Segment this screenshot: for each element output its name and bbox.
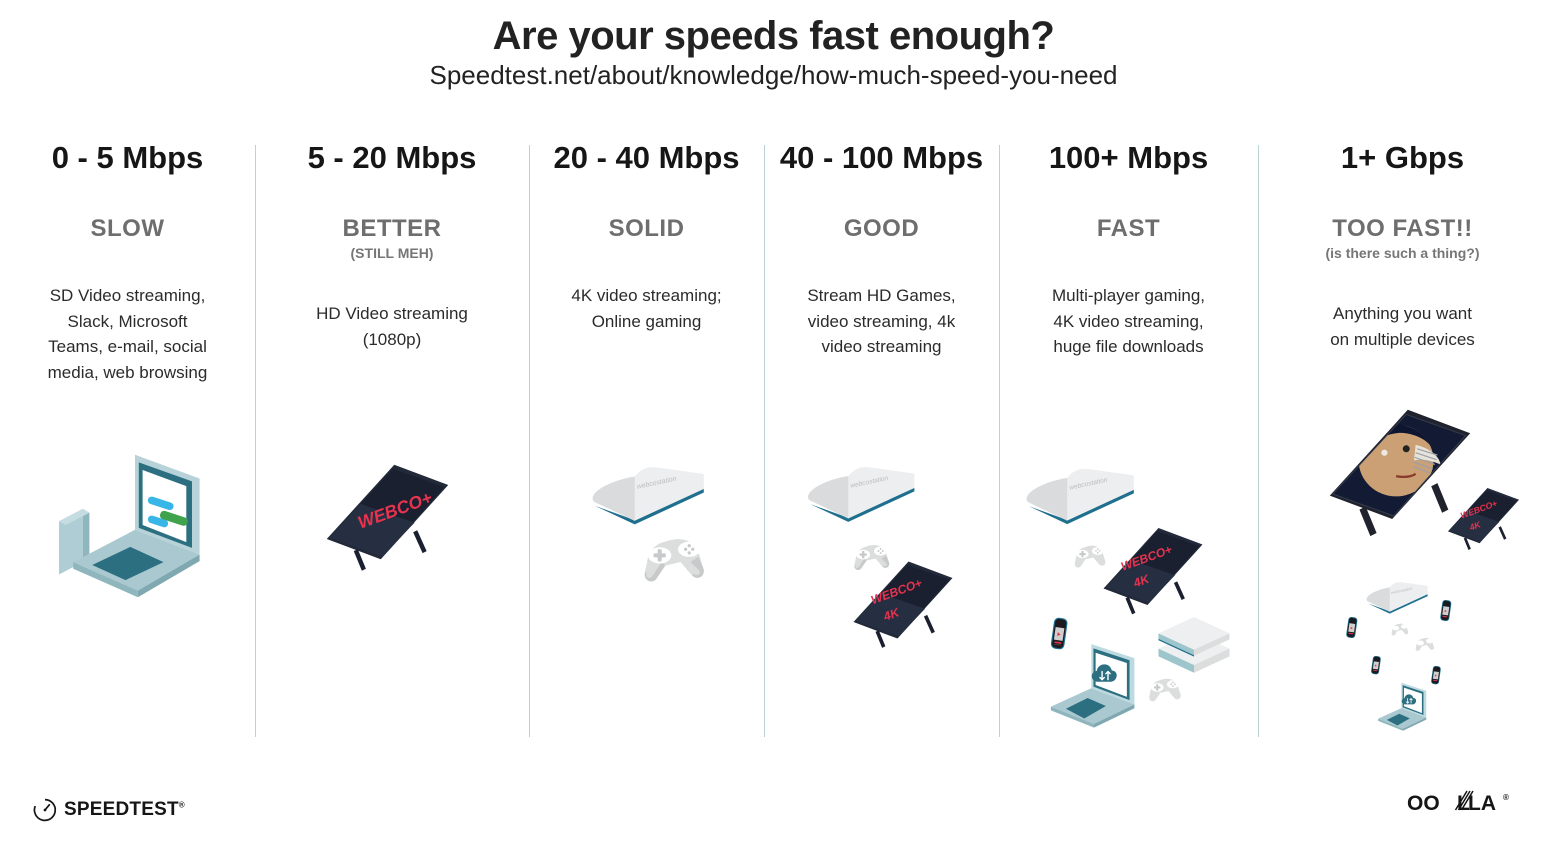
svg-text:OO: OO [1407,792,1440,815]
svg-text:®: ® [1503,793,1509,802]
svg-text:LA: LA [1468,792,1496,815]
